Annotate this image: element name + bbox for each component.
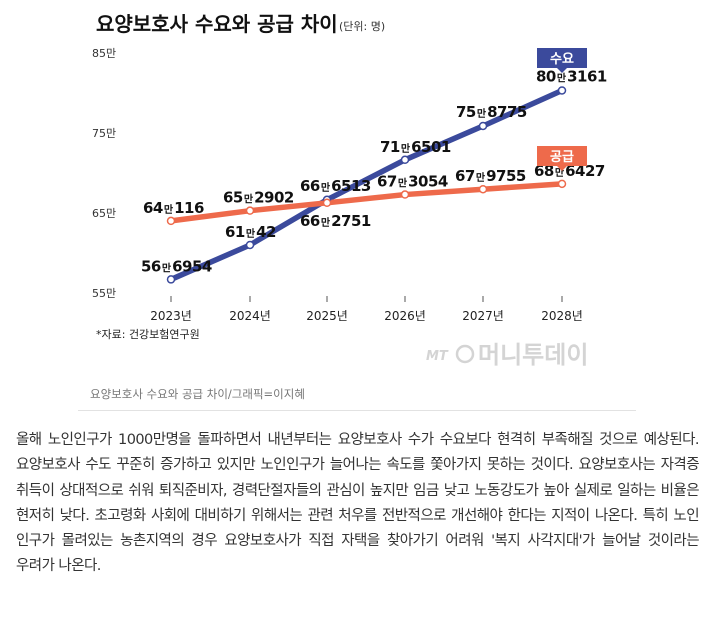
data-label: 66만2751 [300,212,371,230]
data-label: 67만9755 [455,167,526,185]
legend-swatch [537,48,587,68]
legend-swatch [537,146,587,166]
data-label: 66만6513 [300,177,371,195]
image-caption: 요양보호사 수요와 공급 차이/그래픽=이지혜 [90,387,305,401]
watermark-circle-icon [455,344,475,364]
data-point [478,184,488,194]
y-tick-label: 55만 [92,287,116,300]
x-tick-label: 2025년 [306,309,348,323]
data-label: 68만6427 [534,162,605,180]
x-tick-label: 2026년 [384,309,426,323]
legend-label: 공급 [550,150,574,165]
data-point [322,198,332,208]
data-label: 80만3161 [536,67,607,85]
x-tick-label: 2023년 [150,309,192,323]
x-axis: 2023년 2024년 2025년 2026년 2027년 2028년 [150,296,583,323]
data-point [478,121,488,131]
unit-label: (단위: 명) [339,20,385,33]
x-tick-label: 2028년 [541,309,583,323]
source-note: *자료: 건강보험연구원 [96,328,200,341]
watermark-mt: MT [426,349,449,364]
chart-card: 요양보호사 수요와 공급 차이 (단위: 명) 85만 75만 65만 55만 202… [78,0,636,411]
legend-pointer [557,166,567,171]
x-tick-label: 2024년 [229,309,271,323]
data-point [400,190,410,199]
legend-pointer [557,68,567,73]
data-label: 67만3054 [377,173,448,191]
data-point [557,179,567,189]
data-label: 75만8775 [456,103,527,121]
y-axis: 85만 75만 65만 55만 [92,47,116,300]
data-point [245,206,255,215]
y-tick-label: 65만 [92,207,116,220]
data-label: 64만116 [143,199,204,217]
legend-badge-supply: 공급 [537,146,587,171]
data-point [400,155,410,165]
article-paragraph: 올해 노인인구가 1000만명을 돌파하면서 내년부터는 요양보호사 수가 수요… [16,432,700,575]
data-label: 65만2902 [223,189,294,207]
data-label: 56만6954 [141,257,212,275]
watermark-logo: MT 머니투데이 [426,341,588,369]
y-tick-label: 75만 [92,127,116,140]
legend-badge-demand: 수요 [537,48,587,73]
data-label: 61만42 [225,223,276,241]
y-tick-label: 85만 [92,47,116,60]
data-point [557,86,567,95]
data-label: 71만6501 [380,138,451,156]
chart-title: 요양보호사 수요와 공급 차이 [96,12,338,36]
line-chart: 요양보호사 수요와 공급 차이 (단위: 명) 85만 75만 65만 55만 202… [92,12,607,369]
data-point [166,275,176,284]
series-layer: 56만6954 61만42 66만6513 71만6501 75만8775 80만3161… [141,67,607,284]
legend-label: 수요 [550,52,574,67]
watermark-name: 머니투데이 [478,341,588,369]
series-line-supply [168,181,565,224]
x-tick-label: 2027년 [462,309,504,323]
series-line-demand [168,87,565,283]
data-point [166,216,176,226]
data-point [245,240,255,250]
